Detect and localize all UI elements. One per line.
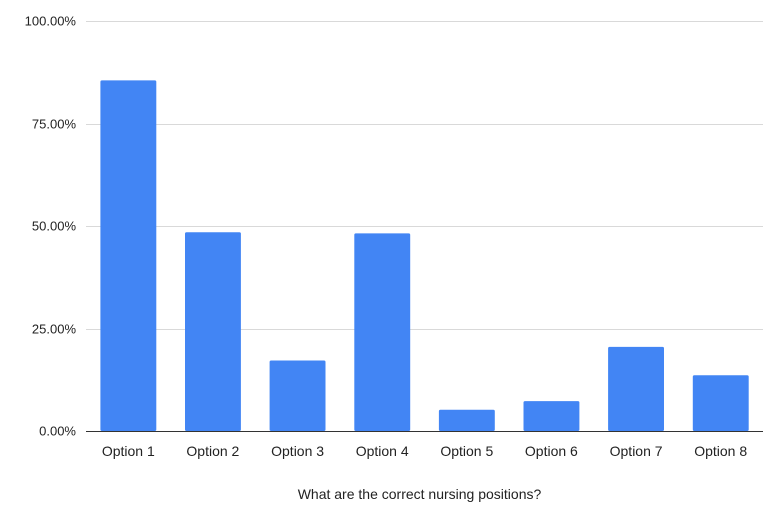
gridlines [86, 21, 763, 330]
x-tick-label: Option 4 [356, 443, 409, 459]
y-tick-labels: 0.00% 25.00% 50.00% 75.00% 100.00% [25, 14, 77, 439]
y-tick-label: 50.00% [32, 219, 77, 234]
bars [100, 80, 749, 432]
bar-option-4 [354, 233, 411, 431]
bar-option-3 [269, 360, 326, 431]
bar-option-7 [608, 346, 664, 431]
y-tick-label: 25.00% [32, 322, 77, 337]
x-tick-label: Option 7 [610, 443, 663, 459]
y-tick-label: 100.00% [25, 14, 77, 29]
x-axis-title: What are the correct nursing positions? [298, 486, 542, 502]
y-tick-label: 0.00% [39, 424, 76, 439]
x-tick-label: Option 2 [186, 443, 239, 459]
x-tick-label: Option 5 [440, 443, 493, 459]
x-tick-label: Option 6 [525, 443, 578, 459]
bar-option-1 [100, 80, 157, 432]
bar-option-8 [692, 375, 749, 431]
bar-option-5 [438, 409, 495, 431]
y-tick-label: 75.00% [32, 117, 77, 132]
x-tick-label: Option 3 [271, 443, 324, 459]
bar-option-6 [523, 401, 580, 431]
x-tick-labels: Option 1 Option 2 Option 3 Option 4 Option 5… [102, 443, 748, 459]
bar-option-2 [185, 232, 241, 431]
x-tick-label: Option 1 [102, 443, 155, 459]
x-tick-label: Option 8 [694, 443, 747, 459]
